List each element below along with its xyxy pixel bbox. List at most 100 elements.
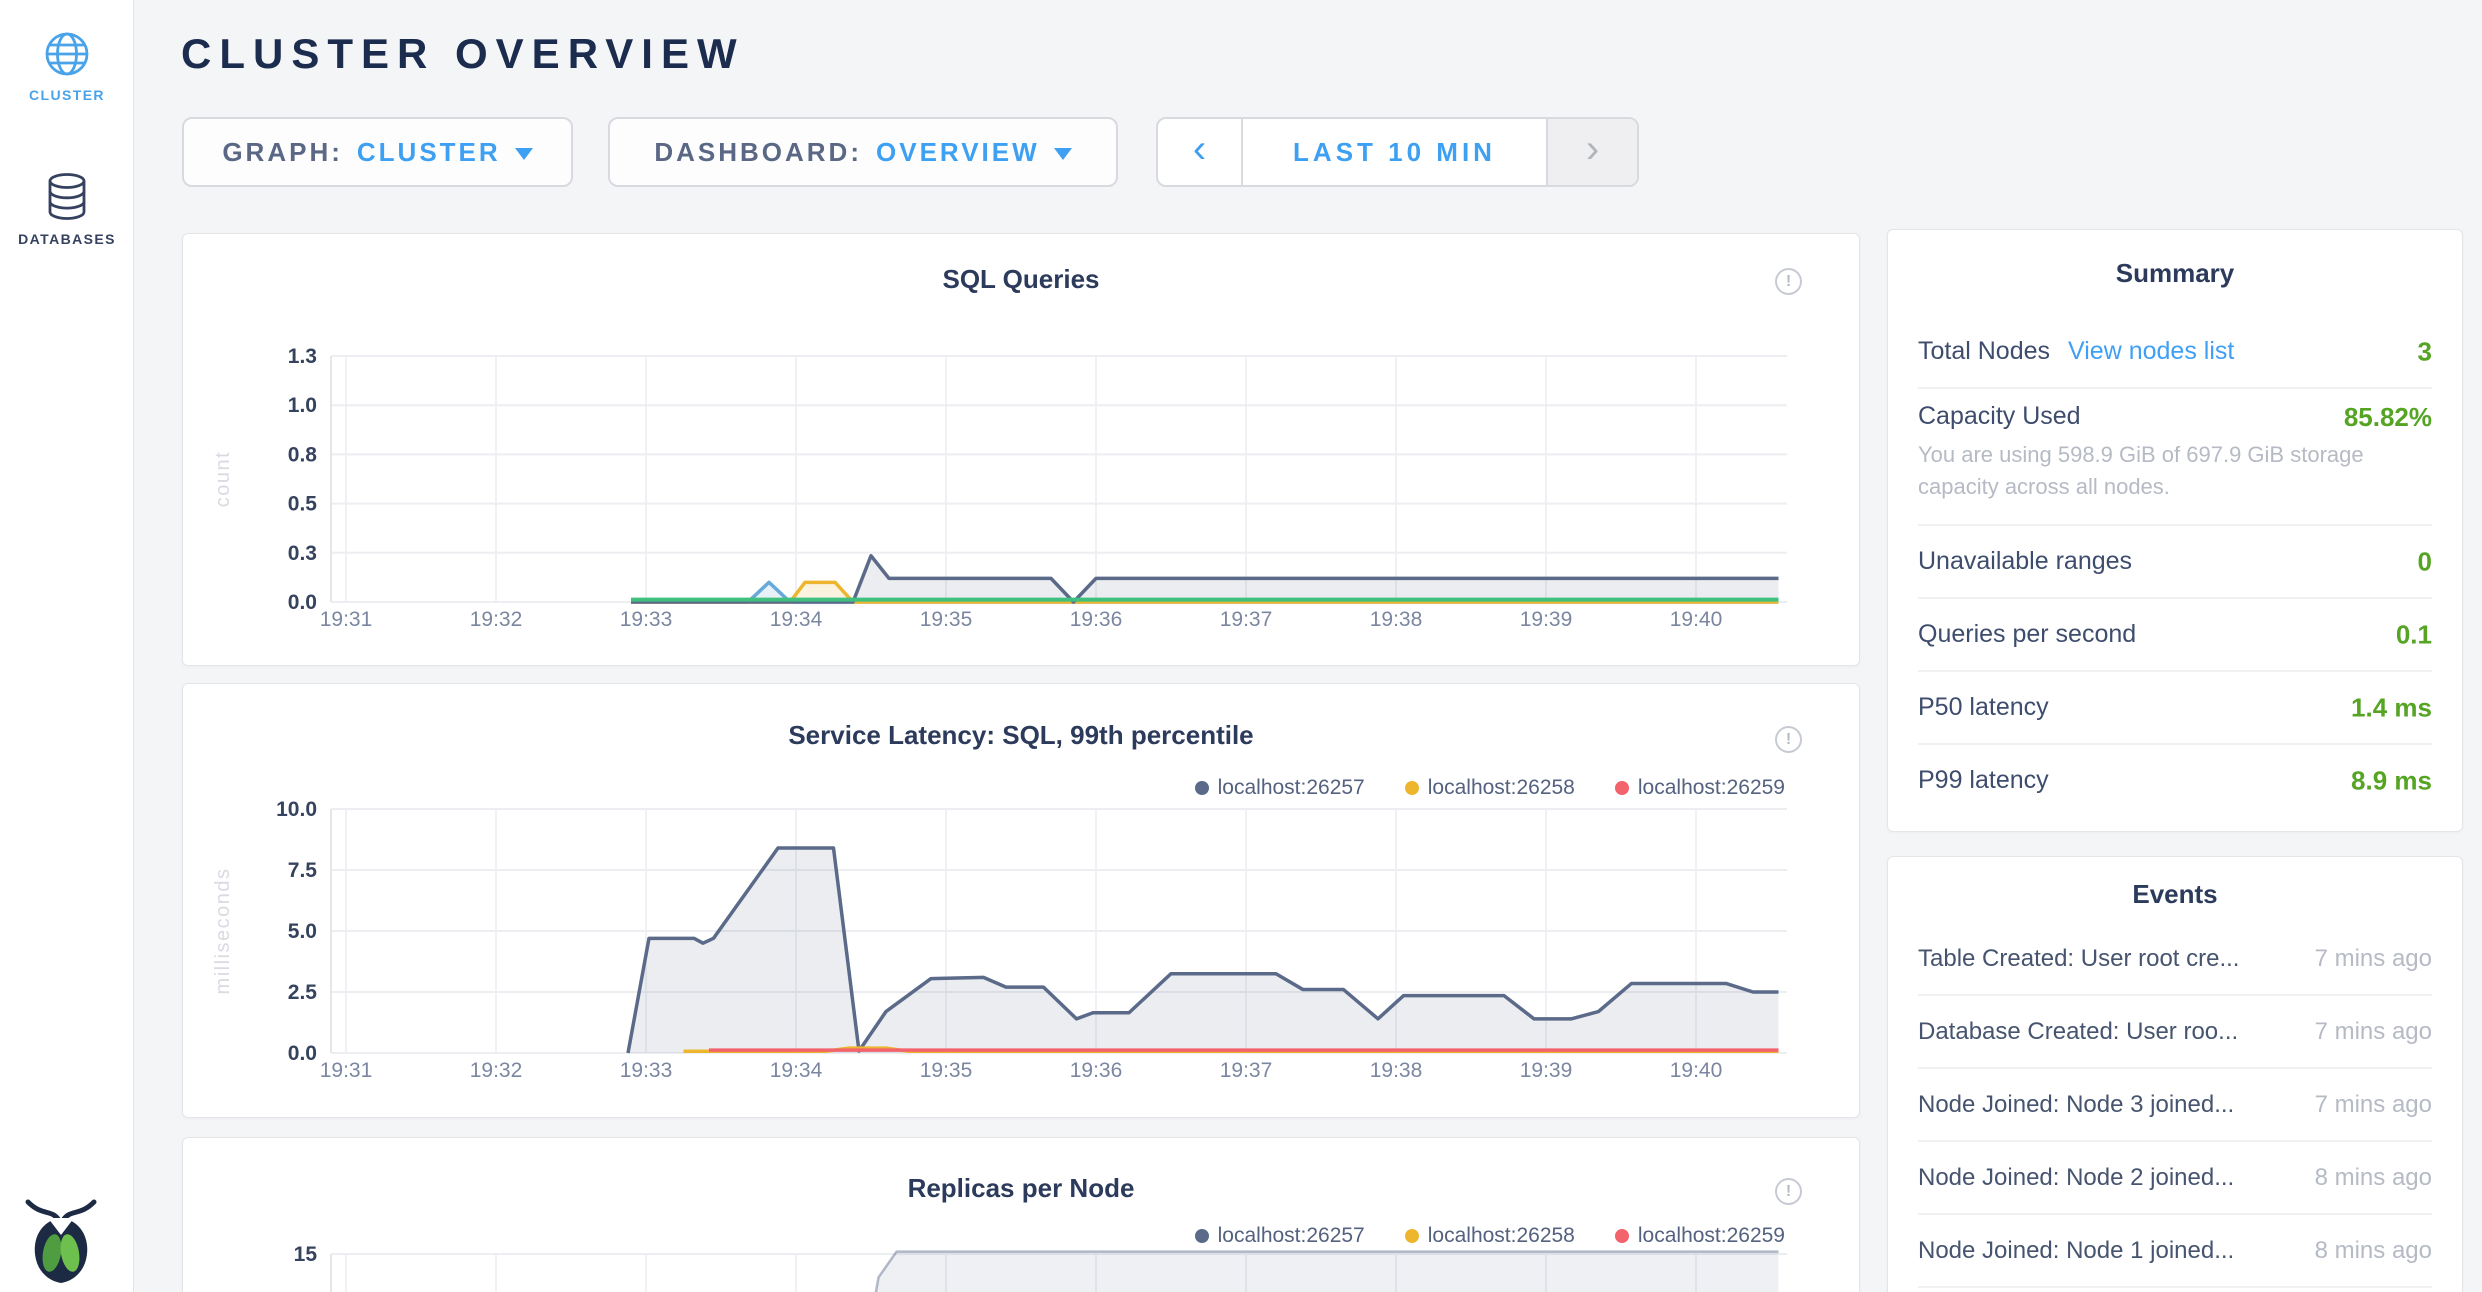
events-panel: Events Table Created: User root cre... 7… <box>1887 856 2463 1292</box>
sidebar-item-cluster[interactable]: CLUSTER <box>0 30 134 103</box>
summary-label: Capacity Used <box>1918 402 2081 430</box>
event-time: 7 mins ago <box>2314 1090 2432 1118</box>
info-icon[interactable]: ! <box>1775 726 1802 753</box>
svg-text:count: count <box>212 451 234 507</box>
event-text: Node Joined: Node 1 joined... <box>1918 1236 2235 1264</box>
svg-text:0.8: 0.8 <box>288 443 318 466</box>
event-text: Table Created: User root cre... <box>1918 944 2240 972</box>
database-icon <box>48 173 86 220</box>
legend-item[interactable]: localhost:26259 <box>1614 776 1785 800</box>
legend-dot-icon <box>1194 781 1209 795</box>
event-time: 7 mins ago <box>2314 1017 2432 1045</box>
replicas-per-node-plot[interactable]: 1510 <box>183 1138 1859 1292</box>
summary-label: P50 latency <box>1918 693 2049 721</box>
legend-item[interactable]: localhost:26257 <box>1194 1224 1365 1248</box>
svg-text:19:40: 19:40 <box>1670 608 1723 631</box>
event-text: Node Joined: Node 3 joined... <box>1918 1090 2235 1118</box>
svg-text:19:33: 19:33 <box>620 608 673 631</box>
svg-text:19:37: 19:37 <box>1220 1059 1273 1082</box>
graph-dropdown-label: GRAPH: <box>222 136 343 167</box>
summary-row-p99: P99 latency 8.9 ms <box>1918 745 2432 816</box>
time-prev-button[interactable]: ‹ <box>1158 119 1243 185</box>
svg-text:0.0: 0.0 <box>288 1042 317 1065</box>
chevron-down-icon <box>514 147 533 160</box>
chart-title: Replicas per Node <box>907 1173 1135 1203</box>
sidebar-item-databases[interactable]: DATABASES <box>0 172 134 247</box>
time-range-label[interactable]: LAST 10 MIN <box>1293 136 1496 167</box>
service-latency-chart-card: Service Latency: SQL, 99th percentile ! … <box>182 683 1860 1118</box>
event-time: 8 mins ago <box>2314 1236 2432 1264</box>
svg-text:19:39: 19:39 <box>1520 1059 1573 1082</box>
service-latency-plot[interactable]: 19:31 19:32 19:33 19:34 19:35 19:36 19:37 19:38… <box>183 684 1859 1117</box>
legend-item[interactable]: localhost:26258 <box>1404 776 1575 800</box>
summary-row-total-nodes: Total Nodes View nodes list 3 <box>1918 316 2432 389</box>
svg-text:19:34: 19:34 <box>770 608 823 631</box>
svg-text:19:31: 19:31 <box>320 1059 373 1082</box>
cockroachdb-logo[interactable] <box>22 1194 100 1286</box>
event-time: 7 mins ago <box>2314 944 2432 972</box>
legend-label: localhost:26258 <box>1427 1224 1575 1247</box>
summary-row-qps: Queries per second 0.1 <box>1918 599 2432 672</box>
legend-dot-icon <box>1614 1229 1629 1243</box>
globe-icon <box>45 32 89 76</box>
svg-text:19:35: 19:35 <box>920 608 973 631</box>
event-row: Node Joined: Node 1 joined... 8 mins ago <box>1918 1215 2432 1288</box>
events-title: Events <box>2132 879 2218 909</box>
chevron-right-icon: › <box>1585 126 1600 171</box>
legend-label: localhost:26258 <box>1427 776 1575 799</box>
legend-label: localhost:26259 <box>1637 1224 1785 1247</box>
svg-text:19:36: 19:36 <box>1070 608 1123 631</box>
graph-dropdown[interactable]: GRAPH: CLUSTER <box>182 117 573 187</box>
event-time: 8 mins ago <box>2314 1163 2432 1191</box>
legend-item[interactable]: localhost:26259 <box>1614 1224 1785 1248</box>
info-icon[interactable]: ! <box>1775 268 1802 295</box>
svg-text:2.5: 2.5 <box>288 981 318 1004</box>
summary-value: 0 <box>2417 546 2432 576</box>
chart-title: SQL Queries <box>942 264 1100 294</box>
chart-title: Service Latency: SQL, 99th percentile <box>788 720 1254 750</box>
svg-text:1.3: 1.3 <box>288 345 317 368</box>
summary-value: 8.9 ms <box>2351 765 2432 795</box>
svg-text:19:38: 19:38 <box>1370 608 1423 631</box>
svg-text:19:34: 19:34 <box>770 1059 823 1082</box>
event-row: Table Created: User root cre... 7 mins a… <box>1918 923 2432 996</box>
svg-text:milliseconds: milliseconds <box>212 868 234 995</box>
svg-text:19:32: 19:32 <box>470 608 523 631</box>
event-text: Database Created: User roo... <box>1918 1017 2239 1045</box>
chart-legend: localhost:26257 localhost:26258 localhos… <box>1194 776 1785 800</box>
sidebar: CLUSTER DATABASES <box>0 0 134 1292</box>
legend-label: localhost:26257 <box>1217 1224 1365 1247</box>
summary-value: 3 <box>2417 336 2432 366</box>
legend-item[interactable]: localhost:26257 <box>1194 776 1365 800</box>
events-rows: Table Created: User root cre... 7 mins a… <box>1918 923 2432 1288</box>
summary-value: 85.82% <box>2343 402 2432 432</box>
summary-value: 1.4 ms <box>2351 692 2432 722</box>
svg-text:19:37: 19:37 <box>1220 608 1273 631</box>
svg-text:19:35: 19:35 <box>920 1059 973 1082</box>
summary-label: Total Nodes <box>1918 337 2051 365</box>
dashboard-dropdown-label: DASHBOARD: <box>654 136 862 167</box>
summary-row-capacity: Capacity Used 85.82% You are using 598.9… <box>1918 389 2432 526</box>
summary-row-p50: P50 latency 1.4 ms <box>1918 672 2432 745</box>
time-next-button[interactable]: › <box>1546 119 1637 185</box>
capacity-subtext: You are using 598.9 GiB of 697.9 GiB sto… <box>1918 442 2364 499</box>
svg-text:7.5: 7.5 <box>288 859 318 882</box>
legend-label: localhost:26259 <box>1637 776 1785 799</box>
chevron-down-icon <box>1053 147 1072 160</box>
event-text: Node Joined: Node 2 joined... <box>1918 1163 2235 1191</box>
dashboard-dropdown[interactable]: DASHBOARD: OVERVIEW <box>608 117 1118 187</box>
page-title: CLUSTER OVERVIEW <box>181 30 745 77</box>
sql-queries-plot[interactable]: 19:31 19:32 19:33 19:34 19:35 19:36 19:37 19:38… <box>183 234 1859 665</box>
view-nodes-list-link[interactable]: View nodes list <box>2068 337 2235 365</box>
legend-item[interactable]: localhost:26258 <box>1404 1224 1575 1248</box>
svg-text:19:36: 19:36 <box>1070 1059 1123 1082</box>
summary-value: 0.1 <box>2395 619 2432 649</box>
info-icon[interactable]: ! <box>1775 1178 1802 1205</box>
summary-row-unavailable-ranges: Unavailable ranges 0 <box>1918 526 2432 599</box>
sidebar-item-label: CLUSTER <box>29 87 105 103</box>
svg-text:19:39: 19:39 <box>1520 608 1573 631</box>
svg-text:19:40: 19:40 <box>1670 1059 1723 1082</box>
sidebar-item-label: DATABASES <box>18 231 116 247</box>
event-row: Node Joined: Node 2 joined... 8 mins ago <box>1918 1142 2432 1215</box>
summary-rows: Total Nodes View nodes list 3 Capacity U… <box>1918 316 2432 816</box>
